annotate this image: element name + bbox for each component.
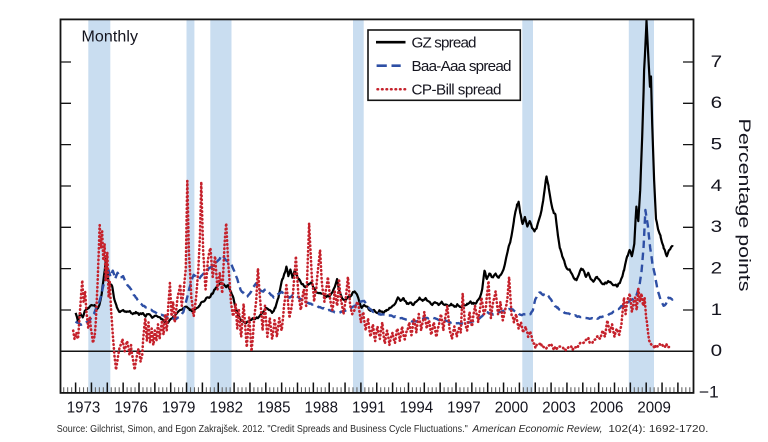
- svg-text:2: 2: [711, 259, 723, 277]
- svg-text:Source: Gilchrist, Simon, and: Source: Gilchrist, Simon, and Egon Zakra…: [57, 424, 709, 435]
- svg-text:1991: 1991: [352, 400, 386, 417]
- svg-text:2009: 2009: [637, 400, 671, 417]
- svg-text:1985: 1985: [257, 400, 291, 417]
- svg-text:GZ spread: GZ spread: [412, 34, 477, 51]
- svg-text:2006: 2006: [590, 400, 624, 417]
- svg-text:1988: 1988: [305, 400, 339, 417]
- svg-text:Monthly: Monthly: [82, 29, 139, 46]
- svg-text:2000: 2000: [495, 400, 529, 417]
- svg-text:3: 3: [711, 218, 723, 236]
- svg-text:0: 0: [711, 342, 723, 360]
- svg-text:1997: 1997: [447, 400, 481, 417]
- svg-text:1: 1: [711, 301, 723, 319]
- svg-text:1973: 1973: [67, 400, 101, 417]
- svg-text:4: 4: [711, 177, 723, 195]
- svg-text:7: 7: [711, 53, 723, 71]
- svg-text:1982: 1982: [209, 400, 243, 417]
- svg-text:Percentage points: Percentage points: [735, 119, 753, 292]
- svg-text:5: 5: [711, 136, 723, 154]
- svg-text:Baa-Aaa spread: Baa-Aaa spread: [412, 58, 512, 75]
- svg-text:6: 6: [711, 94, 723, 112]
- svg-text:2003: 2003: [542, 400, 576, 417]
- svg-text:−1: −1: [699, 383, 719, 401]
- svg-text:1976: 1976: [114, 400, 148, 417]
- svg-text:1994: 1994: [400, 400, 434, 417]
- svg-text:CP-Bill spread: CP-Bill spread: [412, 81, 502, 98]
- svg-text:1979: 1979: [162, 400, 196, 417]
